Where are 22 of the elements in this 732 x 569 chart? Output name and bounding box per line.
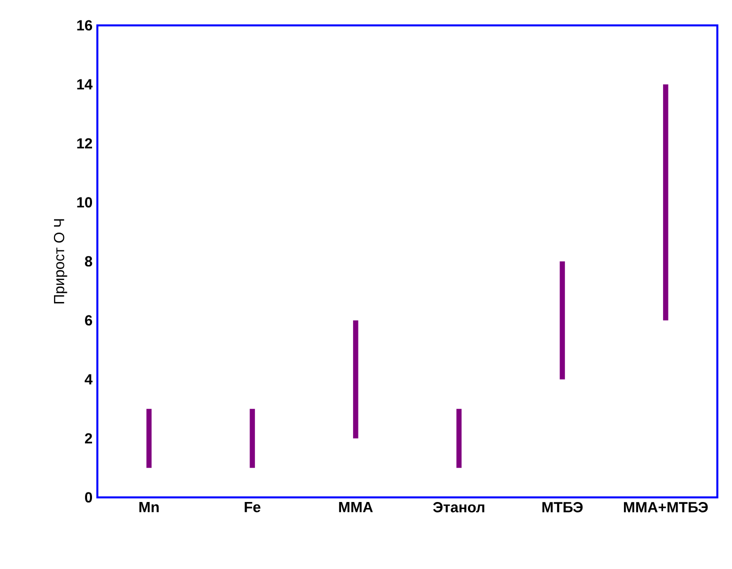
bar xyxy=(456,408,462,468)
x-tick-label: Этанол xyxy=(433,502,484,512)
y-tick-label: 16 xyxy=(77,20,92,30)
bar xyxy=(353,320,358,438)
x-tick-label: Fe xyxy=(244,502,260,512)
y-tick-label: 10 xyxy=(77,196,92,208)
x-tick-label: МТБЭ xyxy=(542,502,583,512)
x-tick-label: ММА+МТБЭ xyxy=(624,502,708,512)
y-tick-label: 12 xyxy=(77,138,92,148)
bar xyxy=(250,408,255,468)
y-tick-label: 4 xyxy=(84,374,93,384)
bar xyxy=(560,261,565,380)
y-tick-label: 6 xyxy=(85,314,92,326)
x-tick-label: Mn xyxy=(139,502,159,512)
bar xyxy=(146,408,152,468)
y-tick-label: 2 xyxy=(84,433,92,444)
y-tick-label: 0 xyxy=(85,492,92,502)
y-tick-label: 14 xyxy=(77,79,93,90)
bar xyxy=(663,84,668,320)
x-tick-label: ММА xyxy=(339,502,373,512)
y-axis-title: Прирост О Ч xyxy=(54,219,68,304)
y-tick-label: 8 xyxy=(84,256,92,266)
